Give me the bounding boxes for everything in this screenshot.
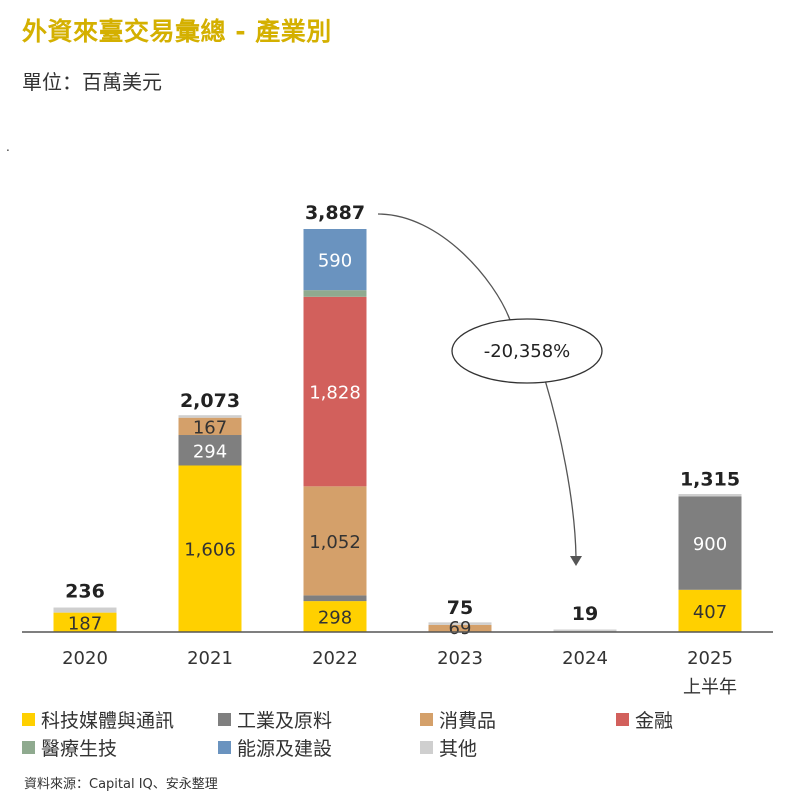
bar-segment-tech-2022 (303, 601, 367, 632)
segment-label-consumer-2023: 69 (449, 618, 472, 639)
legend-item-tech: 科技媒體與通訊 (22, 706, 174, 733)
x-tick-label-2023: 2023 (437, 648, 483, 669)
total-label-2022: 3,887 (305, 202, 365, 224)
legend-label: 金融 (635, 710, 674, 732)
bar-segment-other-2024 (553, 629, 617, 632)
segment-label-tech-2025: 407 (693, 602, 727, 623)
stray-mark: . (6, 140, 10, 154)
bar-segment-other-2025 (678, 493, 742, 497)
bar-segment-consumer-2022 (303, 486, 367, 596)
segment-label-finance-2022: 1,828 (309, 383, 361, 404)
legend-label: 其他 (439, 738, 478, 760)
total-label-2021: 2,073 (180, 390, 240, 412)
stacked-bar-chart: 187 236 2020 1,606 294 167 2,073 2021 298 1,052 1,… (22, 202, 773, 698)
labels-layer: 187 236 2020 1,606 294 167 2,073 2021 298 1,052 1,… (62, 202, 740, 698)
bar-segment-tech-2020 (53, 612, 117, 632)
legend-swatch-icon (420, 713, 433, 726)
legend-item-industrial: 工業及原料 (218, 706, 332, 733)
segment-label-industrial-2025: 900 (693, 534, 727, 555)
bar-segment-tech-2021 (178, 465, 242, 632)
legend-label: 醫療生技 (41, 738, 118, 760)
legend-item-finance: 金融 (616, 706, 673, 733)
legend-label: 工業及原料 (237, 710, 333, 732)
x-tick-sublabel-2025: 上半年 (683, 677, 737, 698)
segment-label-consumer-2021: 167 (193, 417, 227, 438)
legend-item-energy: 能源及建設 (218, 734, 332, 761)
x-tick-label-2020: 2020 (62, 648, 108, 669)
bar-segment-industrial-2022 (303, 595, 367, 602)
segment-label-tech-2022: 298 (318, 608, 352, 629)
bar-segment-other-2023 (428, 622, 492, 625)
legend-label: 消費品 (439, 710, 497, 732)
total-label-2023: 75 (447, 597, 473, 619)
x-tick-label-2022: 2022 (312, 648, 358, 669)
x-tick-label-2021: 2021 (187, 648, 233, 669)
annotation-label: -20,358% (484, 341, 571, 362)
bar-segment-tech-2025 (678, 589, 742, 632)
bar-segment-consumer-2021 (178, 417, 242, 436)
legend-swatch-icon (22, 713, 35, 726)
segment-label-energy-2022: 590 (318, 251, 352, 272)
bar-segment-other-2021 (178, 415, 242, 418)
bar-segment-finance-2022 (303, 296, 367, 487)
arrow-head-icon (570, 556, 582, 566)
bar-segment-industrial-2025 (678, 496, 742, 590)
bar-segment-energy-2022 (303, 229, 367, 291)
segment-label-tech-2021: 1,606 (184, 540, 236, 561)
legend-swatch-icon (22, 741, 35, 754)
page-title: 外資來臺交易彙總 - 產業別 (22, 17, 332, 46)
change-annotation: -20,358% (377, 213, 603, 566)
segment-label-consumer-2022: 1,052 (309, 532, 361, 553)
segment-label-tech-2020: 187 (68, 613, 102, 634)
x-tick-label-2024: 2024 (562, 648, 608, 669)
legend-item-healthcare: 醫療生技 (22, 734, 117, 761)
bar-segment-consumer-2023 (428, 624, 492, 632)
bar-segment-industrial-2021 (178, 435, 242, 466)
legend-label: 能源及建設 (237, 738, 333, 760)
legend-swatch-icon (616, 713, 629, 726)
annotation-ellipse (451, 318, 603, 384)
legend-swatch-icon (218, 713, 231, 726)
segment-label-industrial-2021: 294 (193, 441, 227, 462)
bars-layer (53, 229, 742, 632)
total-label-2025: 1,315 (680, 469, 740, 491)
legend-swatch-icon (420, 741, 433, 754)
legend-label: 科技媒體與通訊 (41, 710, 175, 732)
unit-label: 單位：百萬美元 (22, 70, 162, 94)
total-label-2020: 236 (65, 581, 105, 603)
legend-item-other: 其他 (420, 734, 477, 761)
bar-segment-healthcare-2022 (303, 290, 367, 297)
x-tick-label-2025: 2025 (687, 648, 733, 669)
annotation-arrow-path (377, 213, 577, 558)
source-note: 資料來源：Capital IQ、安永整理 (24, 777, 218, 792)
legend-item-consumer: 消費品 (420, 706, 496, 733)
legend-swatch-icon (218, 741, 231, 754)
bar-segment-other-2020 (53, 607, 117, 613)
total-label-2024: 19 (572, 603, 598, 625)
